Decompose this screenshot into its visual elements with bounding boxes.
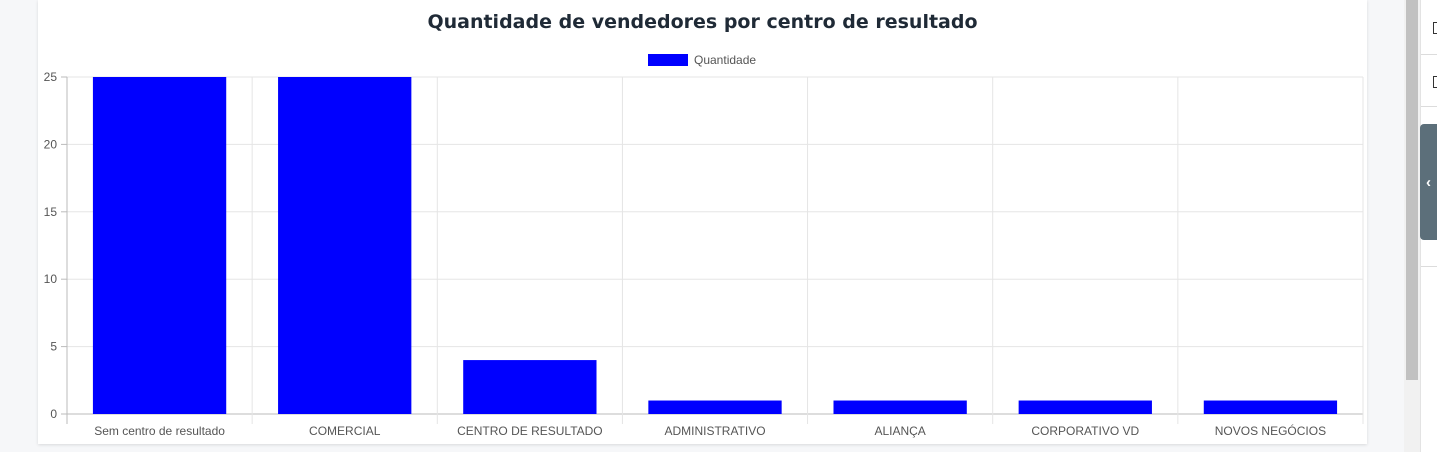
bar <box>278 77 412 414</box>
chart-card: Quantidade de vendedores por centro de r… <box>38 0 1367 444</box>
y-tick-label: 0 <box>50 407 57 421</box>
chart-legend[interactable]: Quantidade <box>648 53 756 67</box>
x-tick-label: ADMINISTRATIVO <box>664 424 765 438</box>
legend-swatch <box>648 54 688 66</box>
side-item-icon[interactable] <box>1433 22 1437 34</box>
side-item-icon[interactable] <box>1433 76 1437 88</box>
bar <box>1018 400 1152 414</box>
chart-title: Quantidade de vendedores por centro de r… <box>427 11 978 33</box>
bar <box>463 360 597 414</box>
x-tick-label: COMERCIAL <box>309 424 381 438</box>
x-tick-label: CORPORATIVO VD <box>1031 424 1139 438</box>
legend-label: Quantidade <box>694 53 757 67</box>
x-tick-label: CENTRO DE RESULTADO <box>457 424 603 438</box>
y-tick-label: 15 <box>44 205 58 219</box>
side-divider <box>1421 54 1437 55</box>
bar <box>1203 400 1338 414</box>
x-tick-label: Sem centro de resultado <box>94 424 225 438</box>
x-tick-label: NOVOS NEGÓCIOS <box>1215 423 1326 438</box>
side-divider <box>1421 266 1437 267</box>
bar-chart: 0 5 10 15 20 25 Sem centro de resultado COMERCI… <box>44 70 1364 438</box>
bar <box>648 400 782 414</box>
y-tick-label: 20 <box>44 137 58 151</box>
y-tick-label: 5 <box>50 340 57 354</box>
bar <box>833 400 967 414</box>
y-tick-label: 25 <box>44 70 58 84</box>
bar <box>92 77 227 414</box>
x-tick-label: ALIANÇA <box>874 424 925 438</box>
chevron-left-icon[interactable]: ‹ <box>1420 124 1437 240</box>
y-tick-label: 10 <box>44 272 58 286</box>
side-divider <box>1421 106 1437 107</box>
scrollbar-thumb[interactable] <box>1406 0 1418 380</box>
